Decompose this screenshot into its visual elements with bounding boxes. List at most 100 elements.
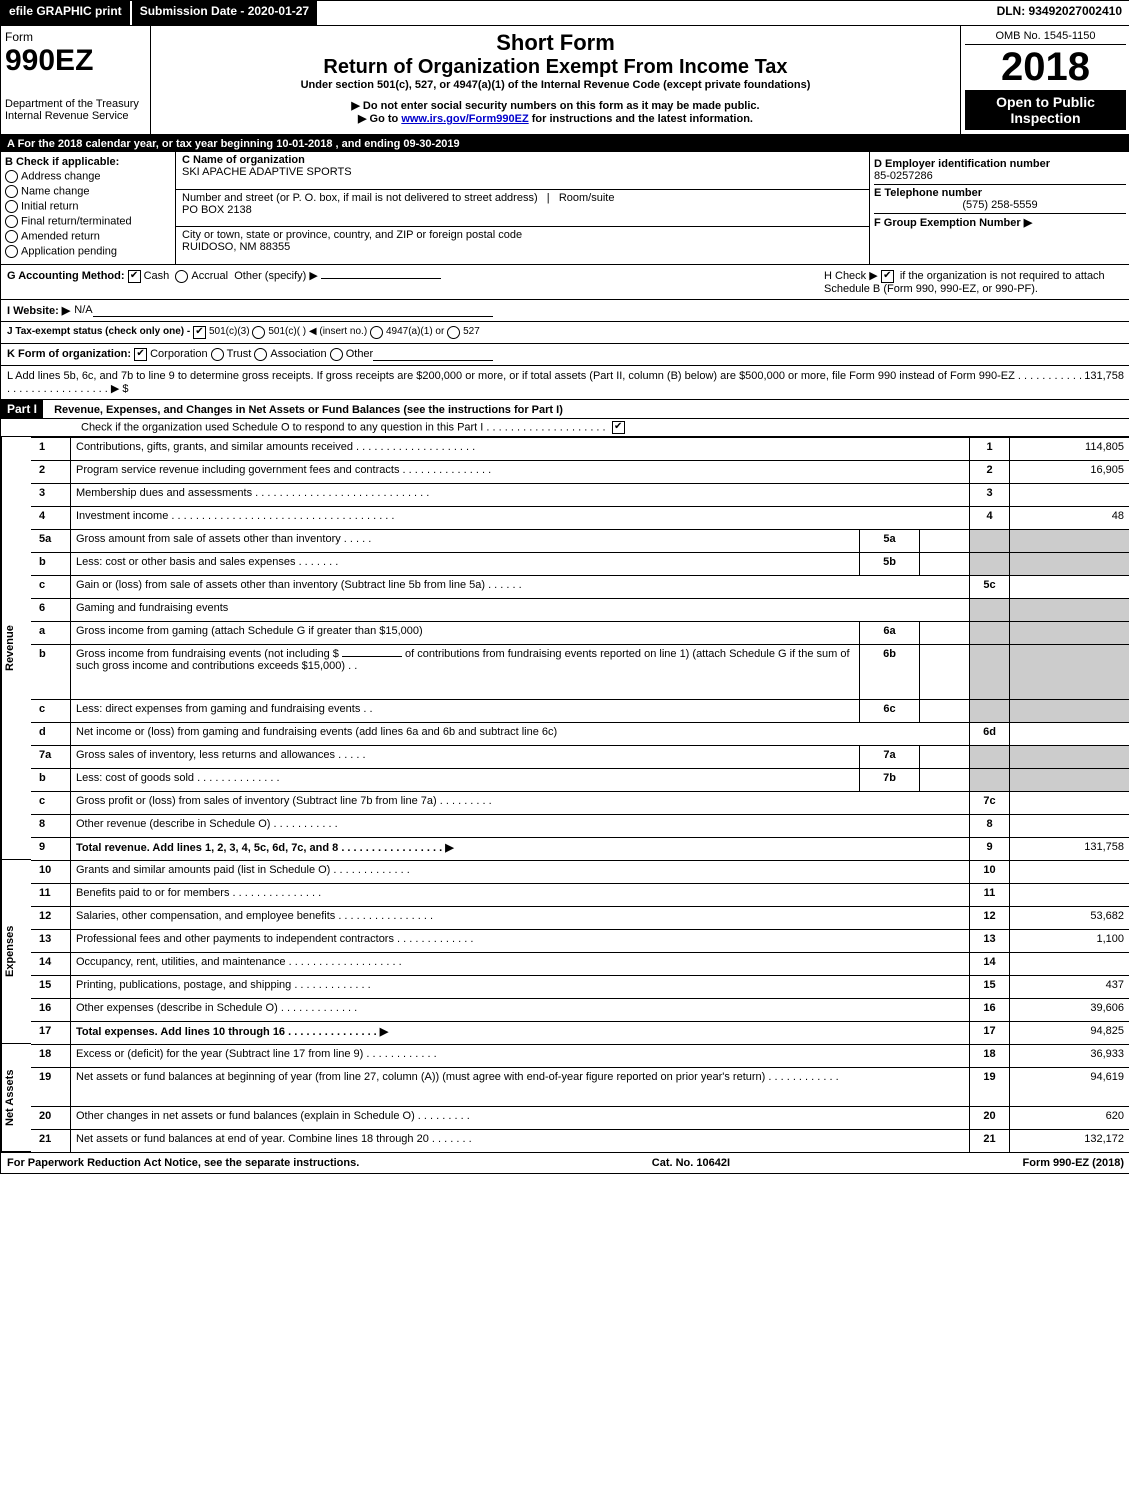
chk-h[interactable]: ✔ xyxy=(881,270,894,283)
line8-desc: Other revenue (describe in Schedule O) .… xyxy=(71,814,970,837)
note-goto: ▶ Go to www.irs.gov/Form990EZ for instru… xyxy=(155,112,956,125)
line7b-shade2 xyxy=(1010,768,1129,791)
chk-final-return[interactable]: Final return/terminated xyxy=(5,215,171,228)
line12-ref: 12 xyxy=(970,906,1010,929)
chk-part1-schedo[interactable]: ✔ xyxy=(612,421,625,434)
line1-ref: 1 xyxy=(970,437,1010,460)
chk-527[interactable] xyxy=(447,326,460,339)
line5b-subamt xyxy=(920,552,970,575)
chk-address-change[interactable]: Address change xyxy=(5,170,171,183)
footer-center: Cat. No. 10642I xyxy=(652,1157,730,1169)
line2-desc: Program service revenue including govern… xyxy=(71,460,970,483)
section-def: D Employer identification number 85-0257… xyxy=(870,152,1129,264)
l-text: L Add lines 5b, 6c, and 7b to line 9 to … xyxy=(7,370,1084,395)
side-revenue: Revenue xyxy=(1,437,31,860)
e-label: E Telephone number xyxy=(874,187,982,199)
line5b-no: b xyxy=(31,552,71,575)
line5c-ref: 5c xyxy=(970,575,1010,598)
k-other-input[interactable] xyxy=(373,348,493,361)
line5a-shade2 xyxy=(1010,529,1129,552)
phone: (575) 258-5559 xyxy=(874,199,1126,211)
section-k: K Form of organization: ✔Corporation Tru… xyxy=(1,344,1129,366)
chk-accrual[interactable] xyxy=(175,270,188,283)
line16-no: 16 xyxy=(31,998,71,1021)
chk-corp[interactable]: ✔ xyxy=(134,348,147,361)
line10-desc: Grants and similar amounts paid (list in… xyxy=(71,860,970,883)
line12-no: 12 xyxy=(31,906,71,929)
i-label: I Website: ▶ xyxy=(7,304,70,317)
line7c-amt xyxy=(1010,791,1129,814)
section-j: J Tax-exempt status (check only one) - ✔… xyxy=(1,322,1129,344)
note-ssn: ▶ Do not enter social security numbers o… xyxy=(155,99,956,112)
part1-label: Part I xyxy=(1,400,43,418)
short-form-title: Short Form xyxy=(155,30,956,56)
dept-label: Department of the Treasury xyxy=(5,98,146,110)
line5b-shade2 xyxy=(1010,552,1129,575)
line13-desc: Professional fees and other payments to … xyxy=(71,929,970,952)
efile-label: efile GRAPHIC print xyxy=(1,1,130,25)
line6c-shade2 xyxy=(1010,699,1129,722)
line19-amt: 94,619 xyxy=(1010,1067,1129,1106)
chk-initial-return[interactable]: Initial return xyxy=(5,200,171,213)
line13-ref: 13 xyxy=(970,929,1010,952)
org-name-block: C Name of organization SKI APACHE ADAPTI… xyxy=(176,152,869,190)
chk-4947[interactable] xyxy=(370,326,383,339)
side-netassets: Net Assets xyxy=(1,1044,31,1152)
chk-trust[interactable] xyxy=(211,348,224,361)
irs-link[interactable]: www.irs.gov/Form990EZ xyxy=(401,113,528,125)
line8-no: 8 xyxy=(31,814,71,837)
line14-desc: Occupancy, rent, utilities, and maintena… xyxy=(71,952,970,975)
line5a-no: 5a xyxy=(31,529,71,552)
line7b-no: b xyxy=(31,768,71,791)
chk-name-change[interactable]: Name change xyxy=(5,185,171,198)
line17-amt: 94,825 xyxy=(1010,1021,1129,1044)
line15-ref: 15 xyxy=(970,975,1010,998)
g-other: Other (specify) ▶ xyxy=(234,270,318,282)
line13-amt: 1,100 xyxy=(1010,929,1129,952)
chk-cash[interactable]: ✔ xyxy=(128,270,141,283)
line12-amt: 53,682 xyxy=(1010,906,1129,929)
header-right: OMB No. 1545-1150 2018 Open to Public In… xyxy=(960,26,1129,134)
return-subtitle: Under section 501(c), 527, or 4947(a)(1)… xyxy=(155,79,956,91)
line18-no: 18 xyxy=(31,1044,71,1067)
line16-ref: 16 xyxy=(970,998,1010,1021)
line18-amt: 36,933 xyxy=(1010,1044,1129,1067)
line6b-input[interactable] xyxy=(342,656,402,657)
line19-desc: Net assets or fund balances at beginning… xyxy=(71,1067,970,1106)
chk-501c[interactable] xyxy=(252,326,265,339)
line21-desc: Net assets or fund balances at end of ye… xyxy=(71,1129,970,1152)
chk-app-pending[interactable]: Application pending xyxy=(5,245,171,258)
footer-right: Form 990-EZ (2018) xyxy=(1023,1157,1124,1169)
line13-no: 13 xyxy=(31,929,71,952)
chk-501c3[interactable]: ✔ xyxy=(193,326,206,339)
c-street-label: Number and street (or P. O. box, if mail… xyxy=(182,192,538,204)
line5a-sub: 5a xyxy=(860,529,920,552)
line6a-desc: Gross income from gaming (attach Schedul… xyxy=(71,621,860,644)
chk-other-org[interactable] xyxy=(330,348,343,361)
g-other-input[interactable] xyxy=(321,278,441,279)
line7a-no: 7a xyxy=(31,745,71,768)
line3-amt xyxy=(1010,483,1129,506)
line6a-shade2 xyxy=(1010,621,1129,644)
open-inspection: Open to Public Inspection xyxy=(965,90,1126,130)
tax-year: 2018 xyxy=(965,45,1126,90)
chk-amended[interactable]: Amended return xyxy=(5,230,171,243)
line7c-ref: 7c xyxy=(970,791,1010,814)
line12-desc: Salaries, other compensation, and employ… xyxy=(71,906,970,929)
line6-no: 6 xyxy=(31,598,71,621)
line16-desc: Other expenses (describe in Schedule O) … xyxy=(71,998,970,1021)
submission-date: Submission Date - 2020-01-27 xyxy=(130,1,317,25)
line19-ref: 19 xyxy=(970,1067,1010,1106)
org-street-block: Number and street (or P. O. box, if mail… xyxy=(176,190,869,228)
section-f: F Group Exemption Number ▶ xyxy=(874,214,1126,231)
line11-desc: Benefits paid to or for members . . . . … xyxy=(71,883,970,906)
line7b-subamt xyxy=(920,768,970,791)
side-expenses: Expenses xyxy=(1,860,31,1044)
line15-amt: 437 xyxy=(1010,975,1129,998)
chk-assoc[interactable] xyxy=(254,348,267,361)
header-left: Form 990EZ Department of the Treasury In… xyxy=(1,26,151,134)
line6-shade1 xyxy=(970,598,1010,621)
line21-no: 21 xyxy=(31,1129,71,1152)
line6c-desc: Less: direct expenses from gaming and fu… xyxy=(71,699,860,722)
entity-grid: B Check if applicable: Address change Na… xyxy=(1,152,1129,265)
